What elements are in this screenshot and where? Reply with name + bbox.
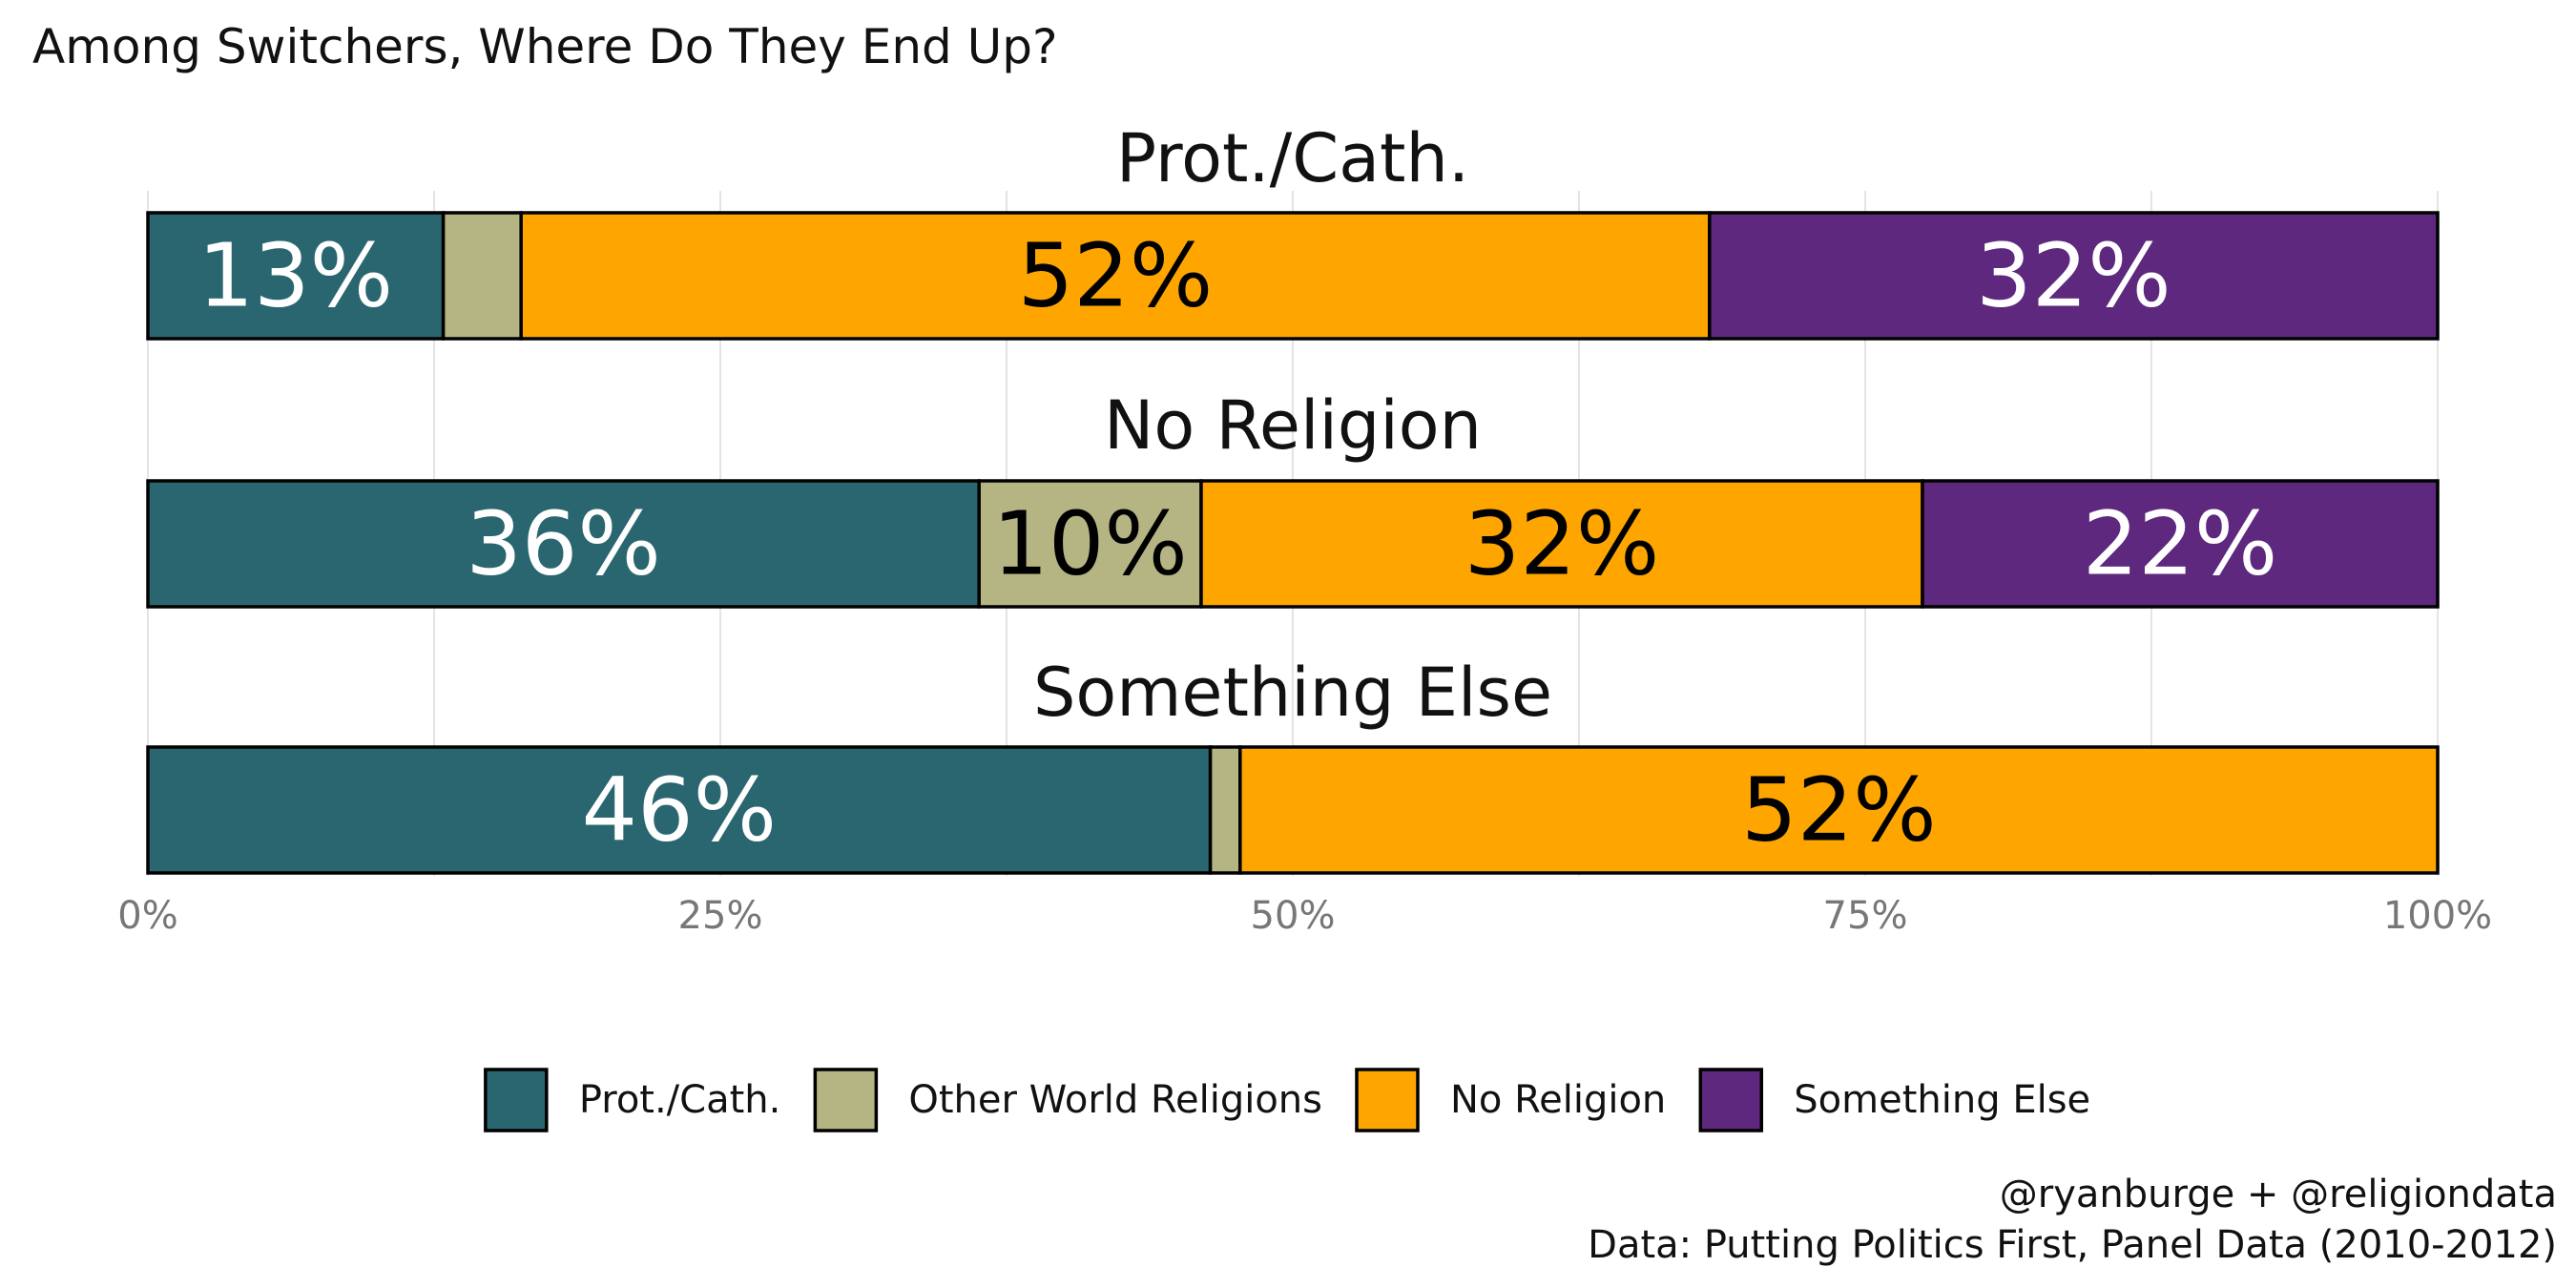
legend-key — [813, 1068, 879, 1132]
facet-title: Something Else — [1033, 654, 1552, 732]
legend-label: Something Else — [1794, 1078, 2090, 1122]
bar-segment-something-else — [1921, 479, 2440, 609]
legend-key — [1355, 1068, 1420, 1132]
bar-label: 13% — [198, 225, 393, 327]
legend-item-prot-cath: Prot./Cath. — [484, 1068, 781, 1132]
bar-segment-prot-cath — [146, 745, 1213, 875]
bar-label: 52% — [1018, 225, 1213, 327]
bar-label: 46% — [582, 759, 777, 862]
facet-something-else: Something Else 46% 52% — [146, 654, 2440, 875]
caption: @ryanburge + @religiondata Data: Putting … — [1588, 1173, 2557, 1267]
caption-line: Data: Putting Politics First, Panel Data… — [1588, 1223, 2557, 1267]
bar-segment-other-world-religions — [977, 479, 1203, 609]
legend-label: Other World Religions — [908, 1078, 1322, 1122]
x-tick-label: 75% — [1823, 894, 1908, 938]
bar-label: 52% — [1741, 759, 1936, 862]
legend-key — [1698, 1068, 1764, 1132]
facet-title: No Religion — [1104, 386, 1482, 465]
bar-segment-no-religion — [1238, 745, 2440, 875]
legend-item-other-world-religions: Other World Religions — [813, 1068, 1322, 1132]
bar-label: 22% — [2083, 493, 2277, 595]
x-axis: 0% 25% 50% 75% 100% — [117, 894, 2492, 938]
facet-prot-cath: Prot./Cath. 13% 52% 32% — [146, 119, 2440, 341]
x-tick-label: 100% — [2383, 894, 2492, 938]
legend-label: No Religion — [1450, 1078, 1666, 1122]
bar-segment-other-world-religions — [1208, 745, 1242, 875]
legend-key — [484, 1068, 549, 1132]
bar-segment-other-world-religions — [441, 211, 523, 341]
x-tick-label: 0% — [117, 894, 177, 938]
legend-item-something-else: Something Else — [1698, 1068, 2090, 1132]
bar-segment-something-else — [1708, 211, 2440, 341]
bar-segment-prot-cath — [146, 479, 981, 609]
legend: Prot./Cath. Other World Religions No Relig… — [484, 1068, 2090, 1132]
facet-no-religion: No Religion 36% 10% 32% 22% — [146, 386, 2440, 609]
bar-label: 32% — [1976, 225, 2171, 327]
facet-title: Prot./Cath. — [1116, 119, 1469, 197]
bar-label: 36% — [466, 493, 660, 595]
bar-segment-no-religion — [1199, 479, 1924, 609]
x-tick-label: 25% — [678, 894, 763, 938]
bar-segment-no-religion — [519, 211, 1712, 341]
caption-line: @ryanburge + @religiondata — [2000, 1173, 2557, 1216]
bar-label: 32% — [1465, 493, 1659, 595]
x-tick-label: 50% — [1251, 894, 1336, 938]
legend-item-no-religion: No Religion — [1355, 1068, 1666, 1132]
plot-area: Prot./Cath. 13% 52% 32% No Religion 36% 10% 32%… — [117, 119, 2492, 938]
bar-label: 10% — [992, 493, 1187, 595]
chart-title: Among Switchers, Where Do They End Up? — [32, 19, 1058, 74]
legend-label: Prot./Cath. — [579, 1078, 781, 1122]
